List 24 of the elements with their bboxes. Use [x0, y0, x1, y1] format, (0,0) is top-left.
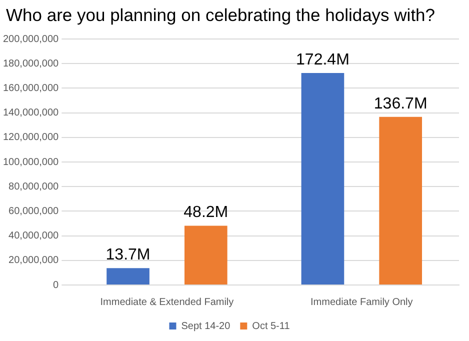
bar	[379, 116, 422, 284]
x-tick-label: Immediate & Extended Family	[100, 296, 234, 308]
x-tick-label: Immediate Family Only	[310, 296, 413, 308]
y-tick-label: 180,000,000	[2, 58, 60, 70]
y-tick-label: 100,000,000	[2, 156, 60, 168]
bar	[184, 226, 228, 284]
y-tick-label: 200,000,000	[2, 34, 60, 45]
data-label: 13.7M	[106, 246, 150, 264]
y-tick-label: 80,000,000	[8, 181, 60, 192]
y-tick-label: 0	[53, 280, 60, 291]
bar	[301, 72, 344, 284]
y-tick-label: 160,000,000	[2, 82, 60, 94]
data-label: 172.4M	[296, 51, 350, 68]
y-tick-label: 140,000,000	[2, 108, 60, 119]
y-tick-label: 20,000,000	[8, 255, 60, 266]
data-label: 48.2M	[184, 204, 228, 222]
y-tick-label: 40,000,000	[8, 230, 60, 242]
chart-title: Who are you planning on celebrating the holidays with?	[6, 5, 436, 26]
y-tick-label: 120,000,000	[2, 132, 60, 144]
legend-label: Sept 14-20	[181, 320, 231, 332]
y-tick-label: 60,000,000	[8, 206, 60, 217]
legend-label: Oct 5-11	[252, 320, 290, 332]
bar	[106, 268, 150, 284]
data-label: 136.7M	[374, 95, 428, 112]
